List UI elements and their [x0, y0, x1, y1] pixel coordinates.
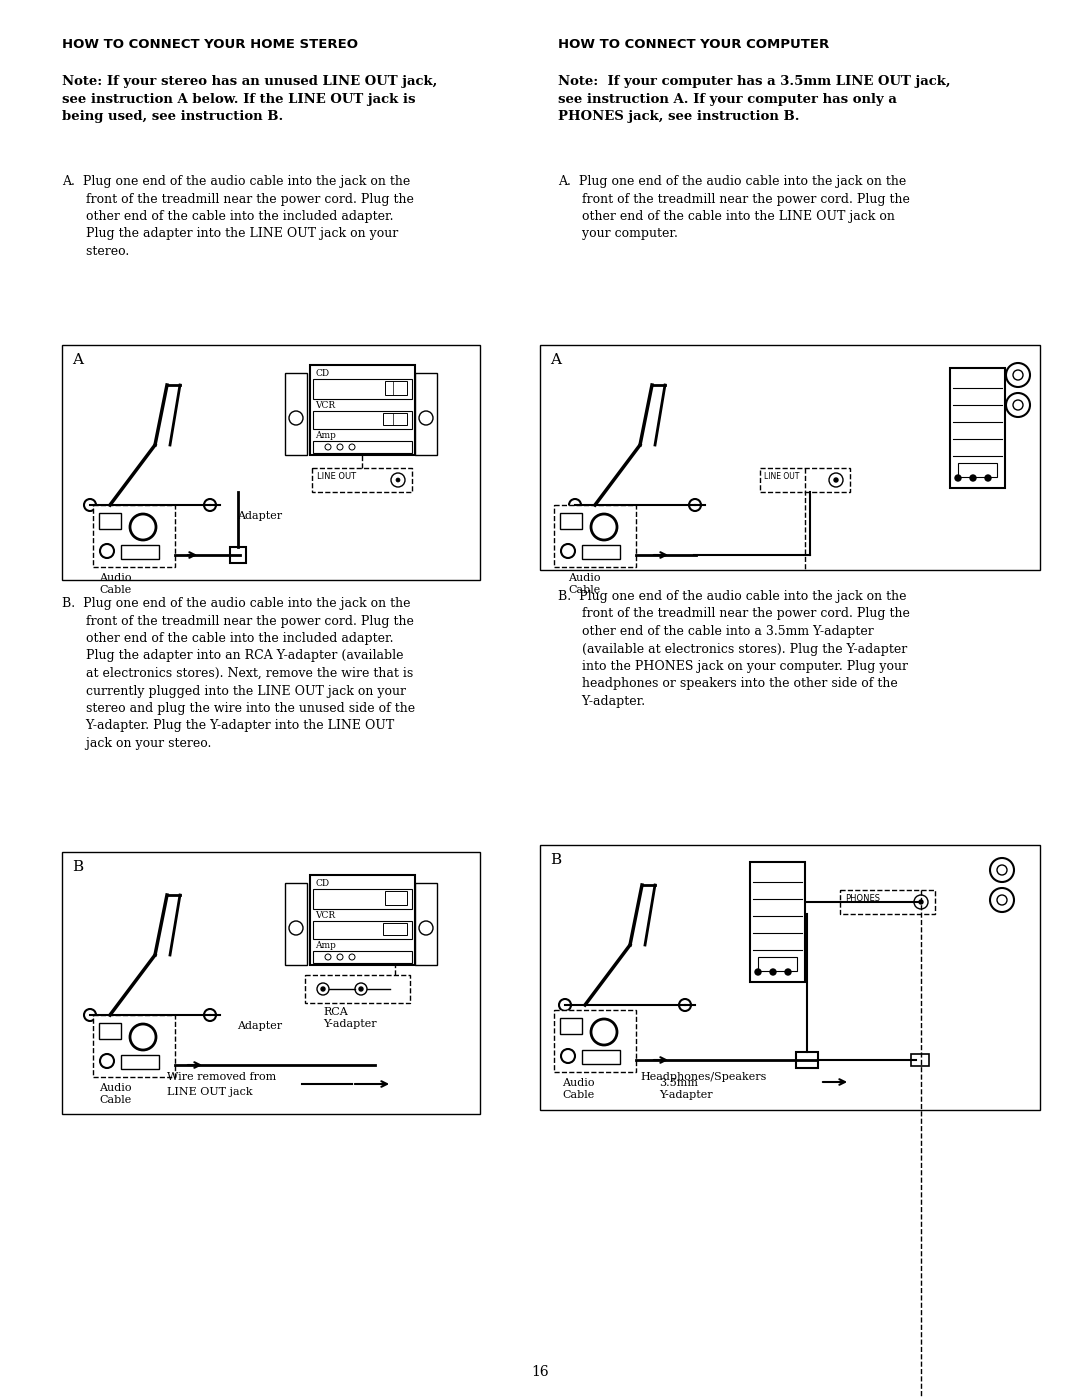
Text: CD: CD — [315, 879, 329, 888]
Bar — [561, 513, 582, 529]
Bar — [384, 381, 407, 395]
Bar — [912, 1053, 929, 1066]
Bar — [62, 852, 480, 1113]
Bar — [540, 845, 1040, 1111]
Circle shape — [970, 475, 976, 481]
Bar — [313, 921, 411, 939]
Bar — [313, 441, 411, 453]
Bar — [305, 975, 410, 1003]
Text: B.  Plug one end of the audio cable into the jack on the
      front of the trea: B. Plug one end of the audio cable into … — [558, 590, 909, 708]
Text: Amp: Amp — [315, 432, 336, 440]
Text: Audio
Cable: Audio Cable — [99, 1083, 132, 1105]
Bar — [582, 545, 620, 559]
Text: A.  Plug one end of the audio cable into the jack on the
      front of the trea: A. Plug one end of the audio cable into … — [558, 175, 909, 240]
Bar — [415, 373, 437, 455]
Text: Note: If your stereo has an unused LINE OUT jack,
see instruction A below. If th: Note: If your stereo has an unused LINE … — [62, 75, 437, 123]
Bar — [230, 548, 246, 563]
Circle shape — [359, 988, 363, 990]
Text: LINE OUT: LINE OUT — [318, 472, 356, 481]
Text: HOW TO CONNECT YOUR COMPUTER: HOW TO CONNECT YOUR COMPUTER — [558, 38, 829, 52]
Text: A.  Plug one end of the audio cable into the jack on the
      front of the trea: A. Plug one end of the audio cable into … — [62, 175, 414, 258]
Bar — [383, 414, 407, 425]
Bar — [313, 951, 411, 963]
Bar — [312, 468, 411, 492]
Bar — [540, 345, 1040, 570]
Text: Wire removed from: Wire removed from — [167, 1071, 276, 1083]
Text: RCA
Y-adapter: RCA Y-adapter — [323, 1007, 377, 1030]
Text: Note:  If your computer has a 3.5mm LINE OUT jack,
see instruction A. If your co: Note: If your computer has a 3.5mm LINE … — [558, 75, 950, 123]
Text: Adapter: Adapter — [237, 1021, 282, 1031]
Bar — [950, 367, 1005, 488]
Bar — [958, 462, 997, 476]
Bar — [93, 1016, 175, 1077]
Bar — [840, 890, 935, 914]
Bar — [383, 923, 407, 935]
Text: Audio
Cable: Audio Cable — [562, 1078, 594, 1101]
Bar — [99, 513, 121, 529]
Bar — [415, 883, 437, 965]
Text: Headphones/Speakers: Headphones/Speakers — [640, 1071, 767, 1083]
Bar — [313, 888, 411, 909]
Bar — [582, 1051, 620, 1065]
Text: CD: CD — [315, 369, 329, 379]
Bar — [121, 1055, 159, 1069]
Bar — [62, 345, 480, 580]
Bar — [121, 545, 159, 559]
Bar — [93, 504, 175, 567]
Text: 16: 16 — [531, 1365, 549, 1379]
Circle shape — [770, 970, 777, 975]
Text: VCR: VCR — [315, 911, 335, 921]
Text: B.  Plug one end of the audio cable into the jack on the
      front of the trea: B. Plug one end of the audio cable into … — [62, 597, 415, 750]
Bar — [285, 883, 307, 965]
Bar — [750, 862, 805, 982]
Circle shape — [834, 478, 838, 482]
Text: HOW TO CONNECT YOUR HOME STEREO: HOW TO CONNECT YOUR HOME STEREO — [62, 38, 357, 52]
Bar — [313, 411, 411, 429]
Circle shape — [755, 970, 761, 975]
Circle shape — [955, 475, 961, 481]
Bar — [313, 379, 411, 400]
Bar — [796, 1052, 818, 1067]
Circle shape — [321, 988, 325, 990]
Text: Audio
Cable: Audio Cable — [568, 573, 600, 595]
Text: A: A — [72, 353, 83, 367]
Circle shape — [785, 970, 791, 975]
Text: A: A — [550, 353, 561, 367]
Text: Audio
Cable: Audio Cable — [99, 573, 132, 595]
Circle shape — [985, 475, 991, 481]
Bar — [561, 1018, 582, 1034]
Text: B: B — [72, 861, 83, 875]
Text: B: B — [550, 854, 562, 868]
Circle shape — [396, 478, 400, 482]
Text: PHONES: PHONES — [845, 894, 880, 902]
Bar — [554, 1010, 636, 1071]
Bar — [554, 504, 636, 567]
Text: 3.5mm
Y-adapter: 3.5mm Y-adapter — [659, 1078, 713, 1101]
Bar — [99, 1023, 121, 1039]
Text: Amp: Amp — [315, 942, 336, 950]
Text: VCR: VCR — [315, 401, 335, 409]
Text: Adapter: Adapter — [237, 511, 282, 521]
Bar — [758, 957, 797, 971]
Bar — [310, 875, 415, 965]
Bar — [310, 365, 415, 455]
Bar — [384, 891, 407, 905]
Bar — [285, 373, 307, 455]
Bar — [760, 468, 850, 492]
Text: LINE OUT: LINE OUT — [764, 472, 799, 481]
Text: LINE OUT jack: LINE OUT jack — [167, 1087, 253, 1097]
Circle shape — [919, 900, 923, 904]
